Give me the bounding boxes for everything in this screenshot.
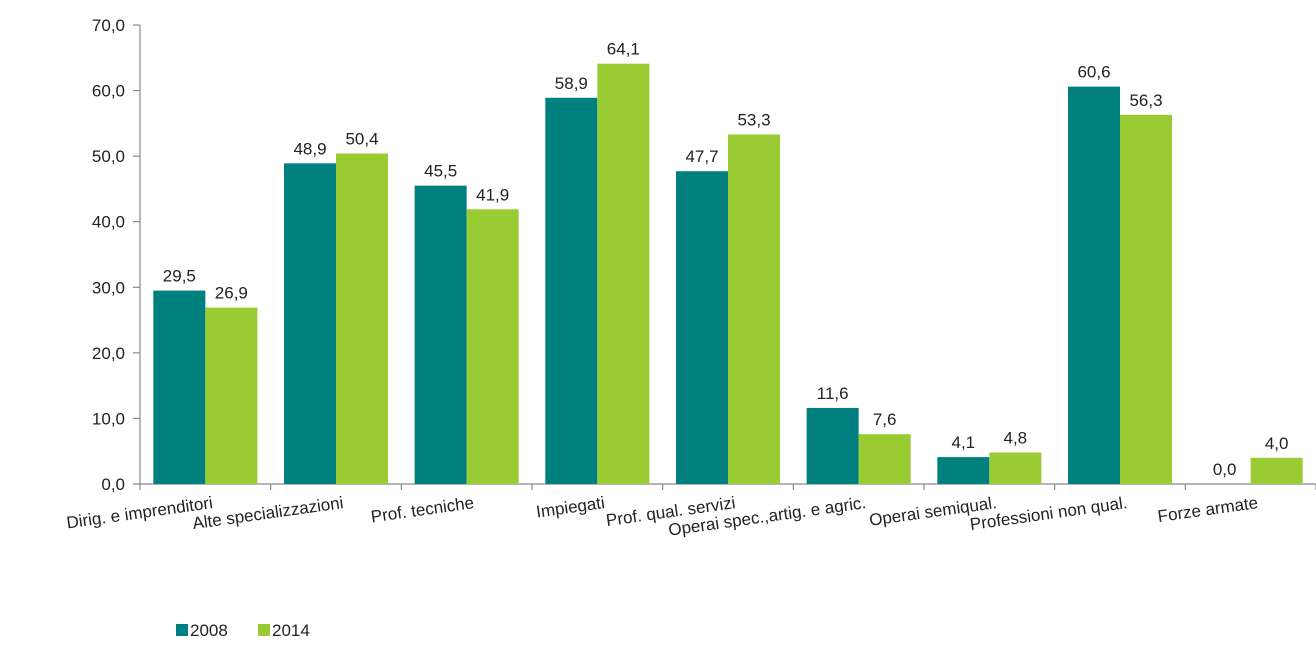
bar-2008 (284, 163, 336, 484)
bar-2014 (205, 307, 258, 484)
bar-2014 (989, 452, 1042, 484)
bar-2014 (466, 209, 519, 484)
y-tick-label: 40,0 (92, 213, 125, 232)
data-label-2008: 4,1 (952, 433, 976, 452)
bar-2014 (728, 134, 780, 485)
bar-2008 (414, 185, 467, 484)
data-label-2008: 29,5 (163, 267, 196, 286)
bar-2008 (676, 171, 728, 484)
legend-label-2014: 2014 (272, 621, 310, 640)
x-tick-label: Dirig. e imprenditori (65, 493, 214, 532)
bar-2008 (806, 407, 859, 484)
data-label-2014: 41,9 (476, 185, 509, 204)
data-label-2008: 11,6 (817, 384, 849, 403)
bar-2008 (937, 457, 990, 484)
data-label-2014: 64,1 (607, 40, 640, 59)
data-label-2008: 48,9 (293, 139, 326, 158)
legend-swatch-2014 (258, 624, 270, 636)
bar-2008 (153, 290, 206, 484)
x-tick-label: Impiegati (535, 493, 606, 521)
data-label-2008: 60,6 (1077, 63, 1110, 82)
bars (153, 63, 1303, 485)
y-tick-label: 20,0 (92, 344, 125, 363)
y-tick-label: 60,0 (92, 82, 125, 101)
data-label-2008: 47,7 (685, 147, 718, 166)
bar-2008 (1068, 86, 1120, 484)
bar-2014 (1250, 457, 1303, 484)
data-label-2014: 4,0 (1265, 434, 1289, 453)
data-label-2014: 7,6 (873, 410, 897, 429)
x-tick-label: Alte specializzazioni (191, 493, 344, 533)
data-label-2008: 58,9 (555, 74, 588, 93)
bar-2014 (1120, 114, 1172, 484)
data-label-2014: 26,9 (215, 284, 248, 303)
legend-label-2008: 2008 (190, 621, 228, 640)
bar-2014 (597, 63, 650, 485)
data-label-2014: 56,3 (1129, 91, 1162, 110)
bar-2014 (858, 434, 911, 484)
data-label-2014: 50,4 (345, 130, 378, 149)
y-tick-label: 10,0 (92, 409, 125, 428)
data-label-2014: 53,3 (737, 111, 770, 130)
y-axis: 0,0 10,0 20,0 30,0 40,0 50,0 60,0 70,0 (92, 16, 141, 494)
legend-swatch-2008 (176, 624, 188, 636)
bar-2008 (545, 97, 598, 484)
x-tick-label: Prof. tecniche (370, 493, 476, 526)
y-tick-label: 0,0 (101, 475, 125, 494)
x-tick-label: Forze armate (1156, 493, 1259, 526)
y-tick-label: 30,0 (92, 278, 125, 297)
y-tick-label: 50,0 (92, 147, 125, 166)
data-label-2008: 0,0 (1213, 460, 1237, 479)
data-labels: 29,5 48,9 45,5 58,9 47,7 11,6 4,1 60,6 0,0 26,9 50… (163, 40, 1289, 479)
bar-2014 (336, 153, 388, 484)
legend: 2008 2014 (176, 621, 310, 640)
y-tick-label: 70,0 (92, 16, 125, 35)
data-label-2008: 45,5 (424, 162, 457, 181)
data-label-2014: 4,8 (1004, 429, 1028, 448)
